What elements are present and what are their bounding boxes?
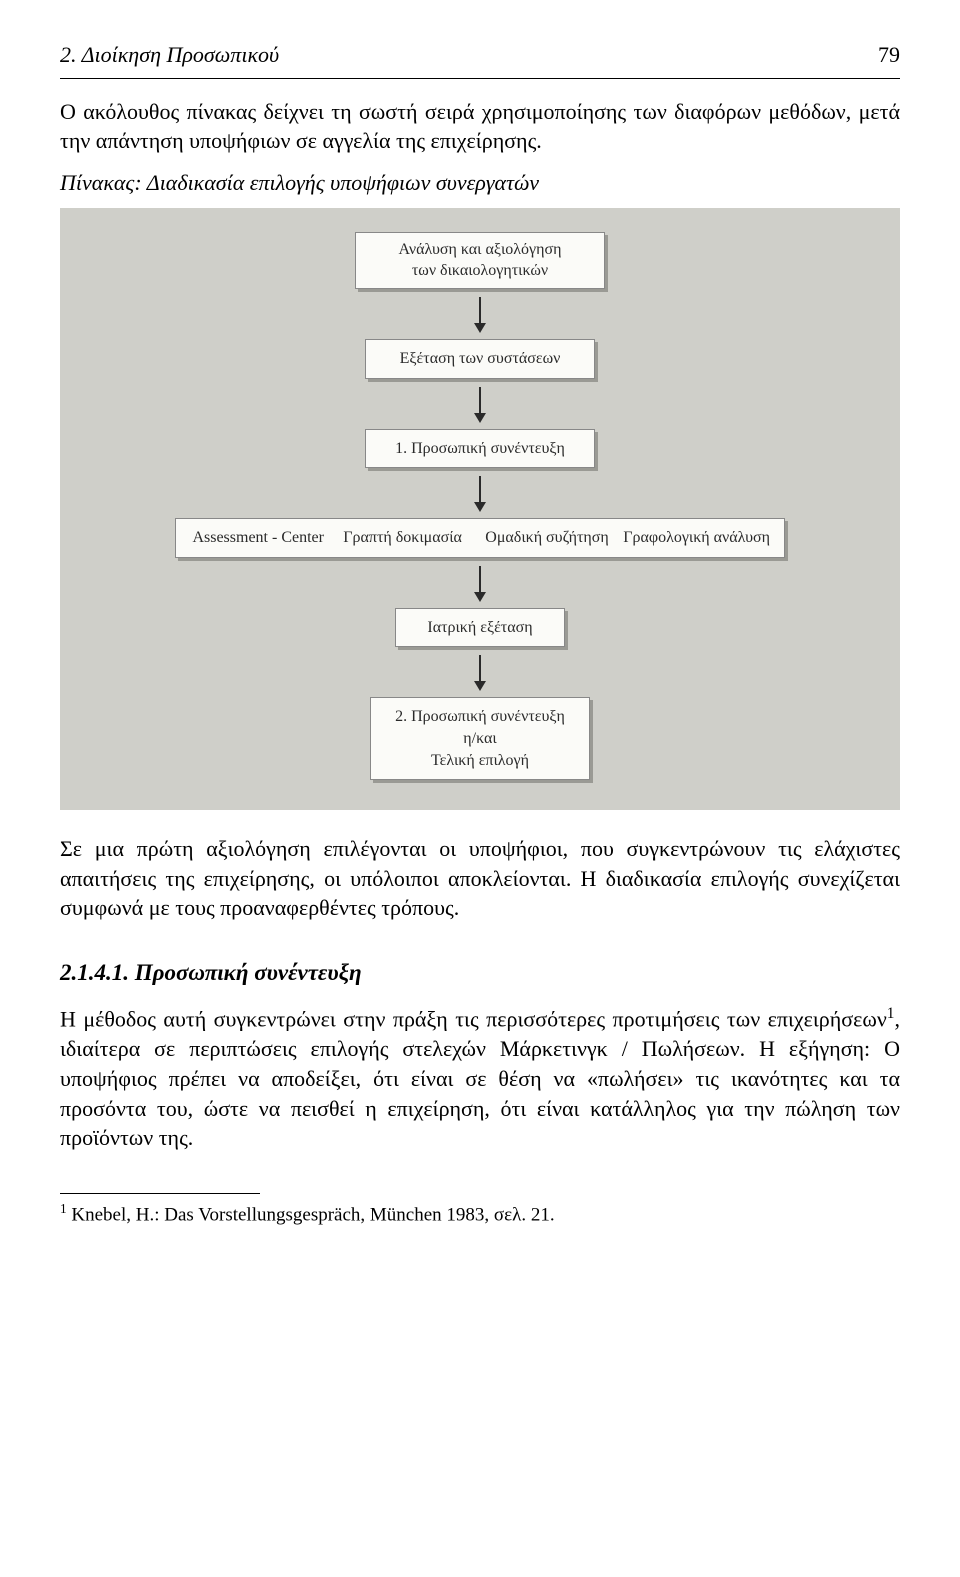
node-text: Εξέταση των συστάσεων bbox=[376, 348, 584, 370]
arrow-down-icon bbox=[470, 566, 490, 602]
page-number: 79 bbox=[878, 40, 900, 70]
footnote-separator bbox=[60, 1193, 260, 1194]
node-cell: Γραπτή δοκιμασία bbox=[330, 527, 474, 549]
flowchart-node-5: Ιατρική εξέταση bbox=[395, 608, 565, 648]
arrow-down-icon bbox=[470, 387, 490, 423]
arrow-down-icon bbox=[470, 476, 490, 512]
node-text: Ιατρική εξέταση bbox=[406, 617, 554, 639]
node-cell: Ομαδική συζήτηση bbox=[475, 527, 619, 549]
paragraph-after-chart: Σε μια πρώτη αξιολόγηση επιλέγονται οι υ… bbox=[60, 834, 900, 923]
footnote-ref: 1 bbox=[887, 1005, 895, 1022]
flowchart-node-6: 2. Προσωπική συνέντευξη η/και Τελική επι… bbox=[370, 697, 590, 780]
header-rule bbox=[60, 78, 900, 79]
node-cell: Γραφολογική ανάλυση bbox=[619, 527, 774, 549]
arrow-down-icon bbox=[470, 655, 490, 691]
section-title: 2. Διοίκηση Προσωπικού bbox=[60, 40, 279, 70]
node-text: 1. Προσωπική συνέντευξη bbox=[376, 438, 584, 460]
body-text: Η μέθοδος αυτή συγκεντρώνει στην πράξη τ… bbox=[60, 1007, 887, 1032]
node-text: 2. Προσωπική συνέντευξη bbox=[381, 706, 579, 728]
node-text: η/και bbox=[381, 728, 579, 750]
subheading: 2.1.4.1. Προσωπική συνέντευξη bbox=[60, 957, 900, 988]
page-header: 2. Διοίκηση Προσωπικού 79 bbox=[60, 40, 900, 70]
flowchart-container: Ανάλυση και αξιολόγηση των δικαιολογητικ… bbox=[60, 208, 900, 810]
flowchart-node-4: Assessment - Center Γραπτή δοκιμασία Ομα… bbox=[175, 518, 785, 558]
footnote-text: Knebel, H.: Das Vorstellungsgespräch, Mü… bbox=[67, 1204, 555, 1225]
arrow-down-icon bbox=[470, 297, 490, 333]
footnote: 1 Knebel, H.: Das Vorstellungsgespräch, … bbox=[60, 1200, 900, 1228]
intro-paragraph: Ο ακόλουθος πίνακας δείχνει τη σωστή σει… bbox=[60, 97, 900, 156]
node-text: Τελική επιλογή bbox=[381, 750, 579, 772]
footnote-marker: 1 bbox=[60, 1201, 67, 1216]
flowchart-node-2: Εξέταση των συστάσεων bbox=[365, 339, 595, 379]
flowchart-node-1: Ανάλυση και αξιολόγηση των δικαιολογητικ… bbox=[355, 232, 605, 289]
node-cell: Assessment - Center bbox=[186, 527, 330, 549]
figure-caption: Πίνακας: Διαδικασία επιλογής υποψήφιων σ… bbox=[60, 168, 900, 198]
body-paragraph-1: Η μέθοδος αυτή συγκεντρώνει στην πράξη τ… bbox=[60, 1004, 900, 1153]
flowchart-node-3: 1. Προσωπική συνέντευξη bbox=[365, 429, 595, 469]
node-text: Ανάλυση και αξιολόγηση bbox=[366, 239, 594, 261]
node-text: των δικαιολογητικών bbox=[366, 260, 594, 282]
